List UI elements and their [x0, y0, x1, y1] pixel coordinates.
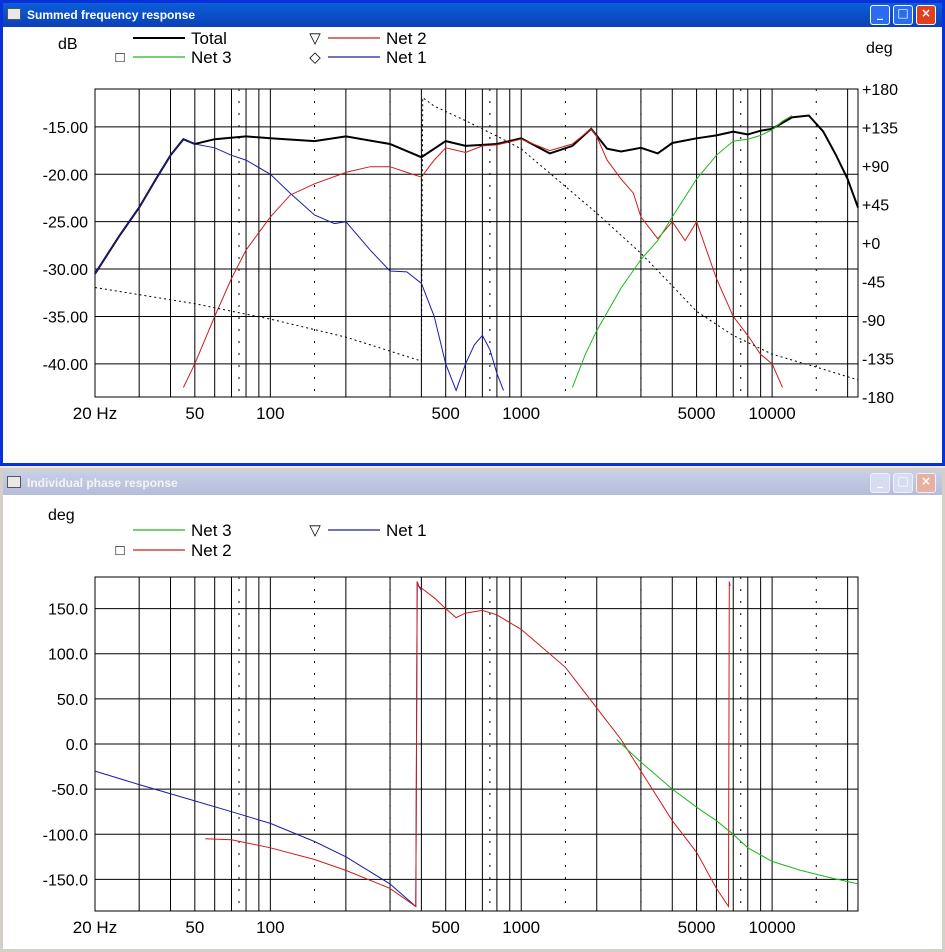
legend-marker-icon: □ [115, 49, 124, 66]
x-tick-label: 10000 [748, 404, 795, 423]
legend: Net 3 ▽ Net 1 □ Net 2 [115, 521, 426, 560]
y-tick-label: 100.0 [48, 647, 88, 664]
y-right-tick-label: +90 [862, 159, 889, 176]
y-tick-label: -30.00 [43, 262, 88, 279]
plot-frame [94, 88, 859, 398]
y-tick-label: -15.00 [43, 120, 88, 137]
legend-marker-icon: □ [115, 542, 124, 559]
y-right-tick-label: +0 [862, 236, 880, 253]
x-tick-label: 1000 [502, 918, 540, 937]
x-tick-label: 100 [256, 918, 284, 937]
legend-label: Net 3 [191, 48, 232, 67]
maximize-button[interactable]: □ [893, 5, 913, 25]
y-right-tick-label: +45 [862, 198, 889, 215]
y-axis-left-label: dB [58, 36, 78, 53]
series-net1-line [94, 138, 504, 392]
plot-series [94, 96, 859, 392]
close-button[interactable]: × [916, 5, 936, 25]
minimize-button[interactable]: _ [870, 473, 890, 493]
x-tick-label: 50 [185, 918, 204, 937]
series-net3-line [616, 739, 859, 885]
summed-frequency-window: Summed frequency response _ □ × dB deg -… [0, 0, 945, 466]
y-tick-label: -40.00 [43, 357, 88, 374]
legend: Total ▽ Net 2 □ Net 3 ◇ Net 1 [115, 29, 426, 67]
series-total-line [94, 114, 859, 275]
y-tick-label: 50.0 [57, 692, 88, 709]
series-net2-line [205, 581, 731, 909]
y-right-tick-label: -180 [862, 390, 894, 407]
legend-label: Net 2 [386, 29, 427, 48]
series-phase_dotted-line [94, 96, 859, 381]
y-right-tick-label: -90 [862, 313, 885, 330]
x-tick-label: 20 Hz [73, 918, 117, 937]
y-right-tick-label: -45 [862, 275, 885, 292]
x-tick-label: 50 [185, 404, 204, 423]
x-tick-label: 5000 [678, 404, 716, 423]
x-tick-label: 5000 [678, 918, 716, 937]
y-tick-label: 0.0 [66, 737, 88, 754]
plot-grid [94, 576, 859, 912]
minimize-button[interactable]: _ [870, 5, 890, 25]
y-right-tick-label: +135 [862, 121, 898, 138]
maximize-button[interactable]: □ [893, 473, 913, 493]
y-tick-label: -100.0 [43, 827, 88, 844]
legend-marker-icon: ◇ [309, 49, 321, 66]
axis-ticks: 150.0 100.0 50.0 0.0 -50.0 -100.0 -150.0 20 Hz 5… [43, 602, 796, 937]
close-button[interactable]: × [916, 473, 936, 493]
title-bar[interactable]: Summed frequency response _ □ × [3, 3, 942, 27]
y-tick-label: -20.00 [43, 167, 88, 184]
legend-label: Net 1 [386, 521, 427, 540]
axis-ticks: -15.00 -20.00 -25.00 -30.00 -35.00 -40.00 +180… [43, 82, 899, 423]
x-tick-label: 100 [256, 404, 284, 423]
window-title: Individual phase response [27, 476, 178, 490]
legend-marker-icon: ▽ [309, 30, 321, 47]
window-app-icon [7, 8, 21, 20]
y-axis-right-label: deg [866, 40, 893, 57]
x-tick-label: 1000 [502, 404, 540, 423]
x-tick-label: 10000 [748, 918, 795, 937]
x-tick-label: 500 [432, 404, 460, 423]
y-tick-label: -25.00 [43, 215, 88, 232]
series-net2-line [182, 128, 783, 388]
y-tick-label: -50.0 [52, 782, 89, 799]
y-tick-label: -150.0 [43, 872, 88, 889]
x-tick-label: 20 Hz [73, 404, 117, 423]
title-bar[interactable]: Individual phase response _ □ × [3, 471, 942, 495]
y-tick-label: -35.00 [43, 309, 88, 326]
x-tick-label: 500 [432, 918, 460, 937]
frequency-response-chart[interactable]: dB deg -15.00 -20.00 -25.00 -30.00 -35.00 -40… [3, 27, 942, 463]
legend-label: Net 3 [191, 521, 232, 540]
window-app-icon [7, 476, 21, 488]
legend-label: Total [191, 29, 227, 48]
legend-label: Net 2 [191, 541, 232, 560]
y-right-tick-label: +180 [862, 82, 898, 99]
y-right-tick-label: -135 [862, 352, 894, 369]
legend-label: Net 1 [386, 48, 427, 67]
plot-series [94, 581, 859, 909]
window-title: Summed frequency response [27, 8, 196, 22]
phase-response-chart[interactable]: deg 150.0 100.0 50.0 0.0 -50.0 -100.0 -150.0 20… [3, 495, 942, 949]
legend-marker-icon: ▽ [309, 522, 321, 539]
y-axis-label: deg [48, 507, 75, 524]
individual-phase-window: Individual phase response _ □ × deg 150.… [0, 468, 945, 952]
plot-grid [94, 88, 859, 398]
series-net3-line [571, 115, 793, 388]
y-tick-label: 150.0 [48, 602, 88, 619]
